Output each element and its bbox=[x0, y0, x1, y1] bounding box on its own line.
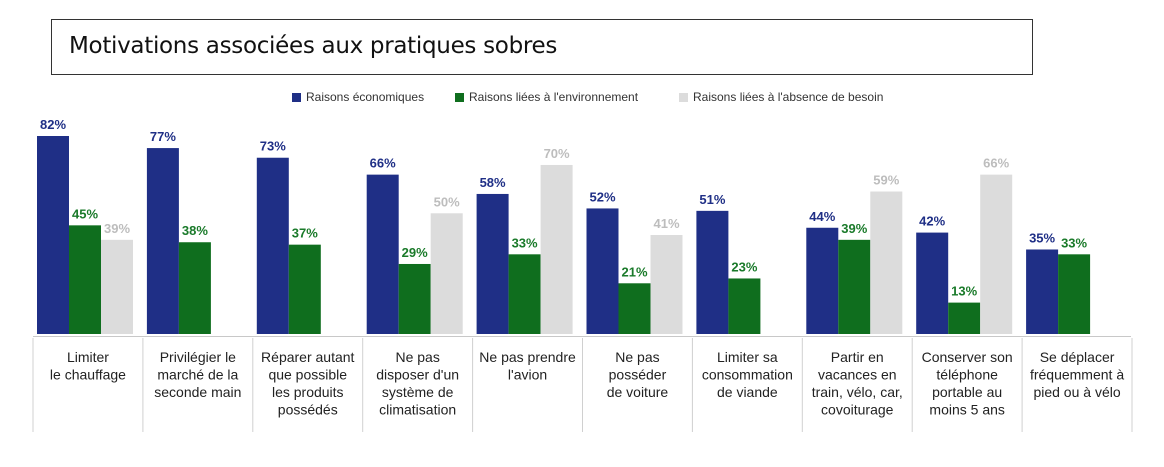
data-label: 38% bbox=[182, 223, 208, 238]
data-label: 39% bbox=[104, 221, 130, 236]
legend-swatch-besoin bbox=[679, 92, 688, 102]
data-label: 73% bbox=[260, 139, 286, 154]
bar bbox=[476, 193, 509, 334]
data-label: 29% bbox=[402, 245, 428, 260]
data-label: 37% bbox=[292, 226, 318, 241]
bar bbox=[256, 157, 289, 334]
bar bbox=[366, 174, 399, 334]
category-label: Ne pas prendre l'avion bbox=[479, 349, 576, 383]
data-label: 35% bbox=[1029, 230, 1055, 245]
legend-item-environnement: Raisons liées à l'environnement bbox=[455, 90, 638, 104]
data-label: 13% bbox=[951, 284, 977, 299]
bar bbox=[146, 148, 179, 334]
data-label: 70% bbox=[544, 146, 570, 161]
legend-label-economiques: Raisons économiques bbox=[306, 90, 425, 104]
bar bbox=[540, 164, 573, 334]
data-label: 66% bbox=[370, 156, 396, 171]
bar bbox=[696, 210, 729, 334]
category-label: Partir en vacances en train, vélo, car, cov… bbox=[812, 349, 903, 418]
bar bbox=[1026, 249, 1059, 334]
category-label: Limiter sa consommation de viande bbox=[702, 349, 793, 400]
legend-item-economiques: Raisons économiques bbox=[292, 90, 424, 104]
bar bbox=[618, 283, 651, 334]
legend: Raisons économiques Raisons liées à l'en… bbox=[0, 90, 1164, 108]
bar bbox=[69, 225, 101, 334]
data-label: 77% bbox=[150, 129, 176, 144]
legend-swatch-economiques bbox=[292, 92, 301, 102]
bar bbox=[980, 174, 1013, 334]
data-label: 21% bbox=[621, 264, 647, 279]
bar bbox=[101, 239, 133, 334]
data-label: 45% bbox=[72, 206, 98, 221]
data-label: 66% bbox=[983, 156, 1009, 171]
bar bbox=[806, 227, 839, 334]
legend-label-environnement: Raisons liées à l'environnement bbox=[469, 90, 639, 104]
bar bbox=[728, 278, 761, 334]
legend-swatch-environnement bbox=[455, 92, 464, 102]
bar bbox=[288, 244, 321, 334]
category-label: Limiter le chauffage bbox=[50, 349, 126, 383]
category-label: Conserver son téléphone portable au moins 5… bbox=[922, 349, 1013, 418]
data-label: 33% bbox=[512, 235, 538, 250]
bar bbox=[838, 239, 871, 334]
bar bbox=[916, 232, 949, 334]
category-label: Réparer autant que possible les produits po… bbox=[261, 349, 355, 418]
data-label: 44% bbox=[809, 209, 835, 224]
data-label: 33% bbox=[1061, 235, 1087, 250]
category-label: Se déplacer fréquemment à pied ou à vélo bbox=[1030, 349, 1124, 400]
title-box: Motivations associées aux pratiques sobr… bbox=[51, 19, 1033, 75]
data-label: 58% bbox=[480, 175, 506, 190]
data-label: 23% bbox=[731, 259, 757, 274]
bar bbox=[508, 254, 541, 334]
category-label: Ne pas posséder de voiture bbox=[607, 349, 669, 400]
data-label: 52% bbox=[589, 189, 615, 204]
data-label: 41% bbox=[653, 216, 679, 231]
legend-item-besoin: Raisons liées à l'absence de besoin bbox=[679, 90, 883, 104]
bar bbox=[948, 302, 981, 334]
data-label: 39% bbox=[841, 221, 867, 236]
bar bbox=[37, 136, 69, 334]
data-label: 82% bbox=[40, 117, 66, 132]
legend-label-besoin: Raisons liées à l'absence de besoin bbox=[693, 90, 884, 104]
data-label: 59% bbox=[873, 173, 899, 188]
bar bbox=[1058, 254, 1091, 334]
data-label: 42% bbox=[919, 214, 945, 229]
chart-title: Motivations associées aux pratiques sobr… bbox=[69, 33, 558, 59]
bar bbox=[398, 263, 431, 334]
bar bbox=[178, 242, 211, 334]
bar bbox=[430, 213, 463, 334]
data-label: 50% bbox=[434, 194, 460, 209]
bar bbox=[586, 208, 619, 334]
category-label: Privilégier le marché de la seconde main bbox=[154, 349, 241, 400]
bar bbox=[870, 191, 903, 334]
category-label: Ne pas disposer d'un système de climatisati… bbox=[376, 349, 459, 418]
data-label: 51% bbox=[699, 192, 725, 207]
bar bbox=[650, 235, 683, 334]
